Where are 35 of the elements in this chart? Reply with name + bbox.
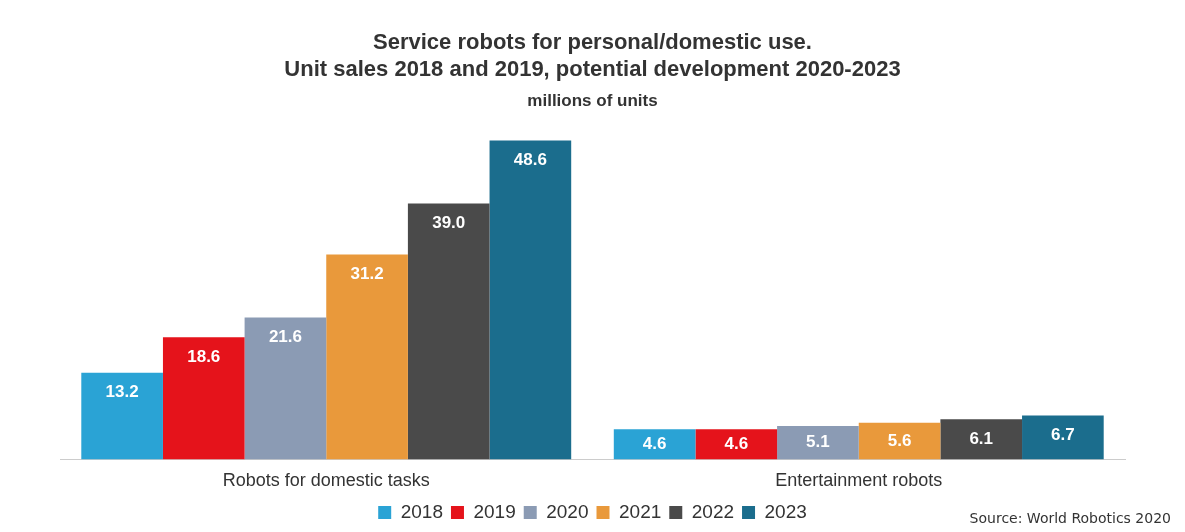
data-label: 21.6 [268, 327, 302, 347]
legend-label: 2023 [764, 500, 807, 522]
bar [858, 422, 941, 460]
bar [695, 429, 778, 460]
data-label: 39.0 [432, 213, 466, 233]
bar [777, 425, 859, 460]
chart-subtitle: millions of units [527, 90, 658, 110]
bar [81, 372, 163, 460]
legend-label: 2021 [619, 500, 662, 522]
x-tick-label: Entertainment robots [775, 470, 943, 491]
legend-label: 2018 [400, 500, 443, 522]
bar [1022, 415, 1104, 460]
bar [244, 317, 327, 460]
bar [489, 140, 572, 460]
x-tick-label: Robots for domestic tasks [222, 470, 430, 491]
bar [407, 203, 490, 460]
bar [326, 254, 408, 460]
data-label: 5.1 [806, 432, 830, 452]
bar [940, 419, 1023, 460]
legend-label: 2022 [691, 500, 735, 522]
bar [162, 337, 245, 460]
legend-label: 2020 [546, 500, 589, 522]
data-label: 6.7 [1051, 425, 1075, 445]
data-label: 5.6 [887, 430, 912, 450]
data-label: 6.1 [969, 429, 994, 449]
data-label: 4.6 [724, 433, 749, 453]
source-note: Source: World Robotics 2020 [969, 510, 1171, 526]
chart-title: Service robots for personal/domestic use. Unit sales 2018 and 2019, potential development 2020-2023 [284, 29, 901, 81]
data-label: 4.6 [642, 433, 667, 453]
data-label: 31.2 [350, 264, 384, 284]
legend-label: 2019 [473, 500, 516, 522]
data-label: 18.6 [187, 347, 221, 366]
data-label: 48.6 [513, 150, 547, 170]
bar [613, 429, 696, 460]
data-label: 13.2 [105, 382, 139, 402]
